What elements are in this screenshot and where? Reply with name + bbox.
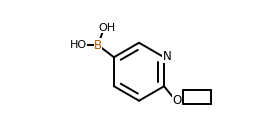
Text: HO: HO — [70, 40, 87, 50]
Text: B: B — [94, 39, 102, 52]
Text: O: O — [172, 94, 182, 107]
Text: N: N — [163, 50, 171, 63]
Text: OH: OH — [98, 23, 116, 33]
